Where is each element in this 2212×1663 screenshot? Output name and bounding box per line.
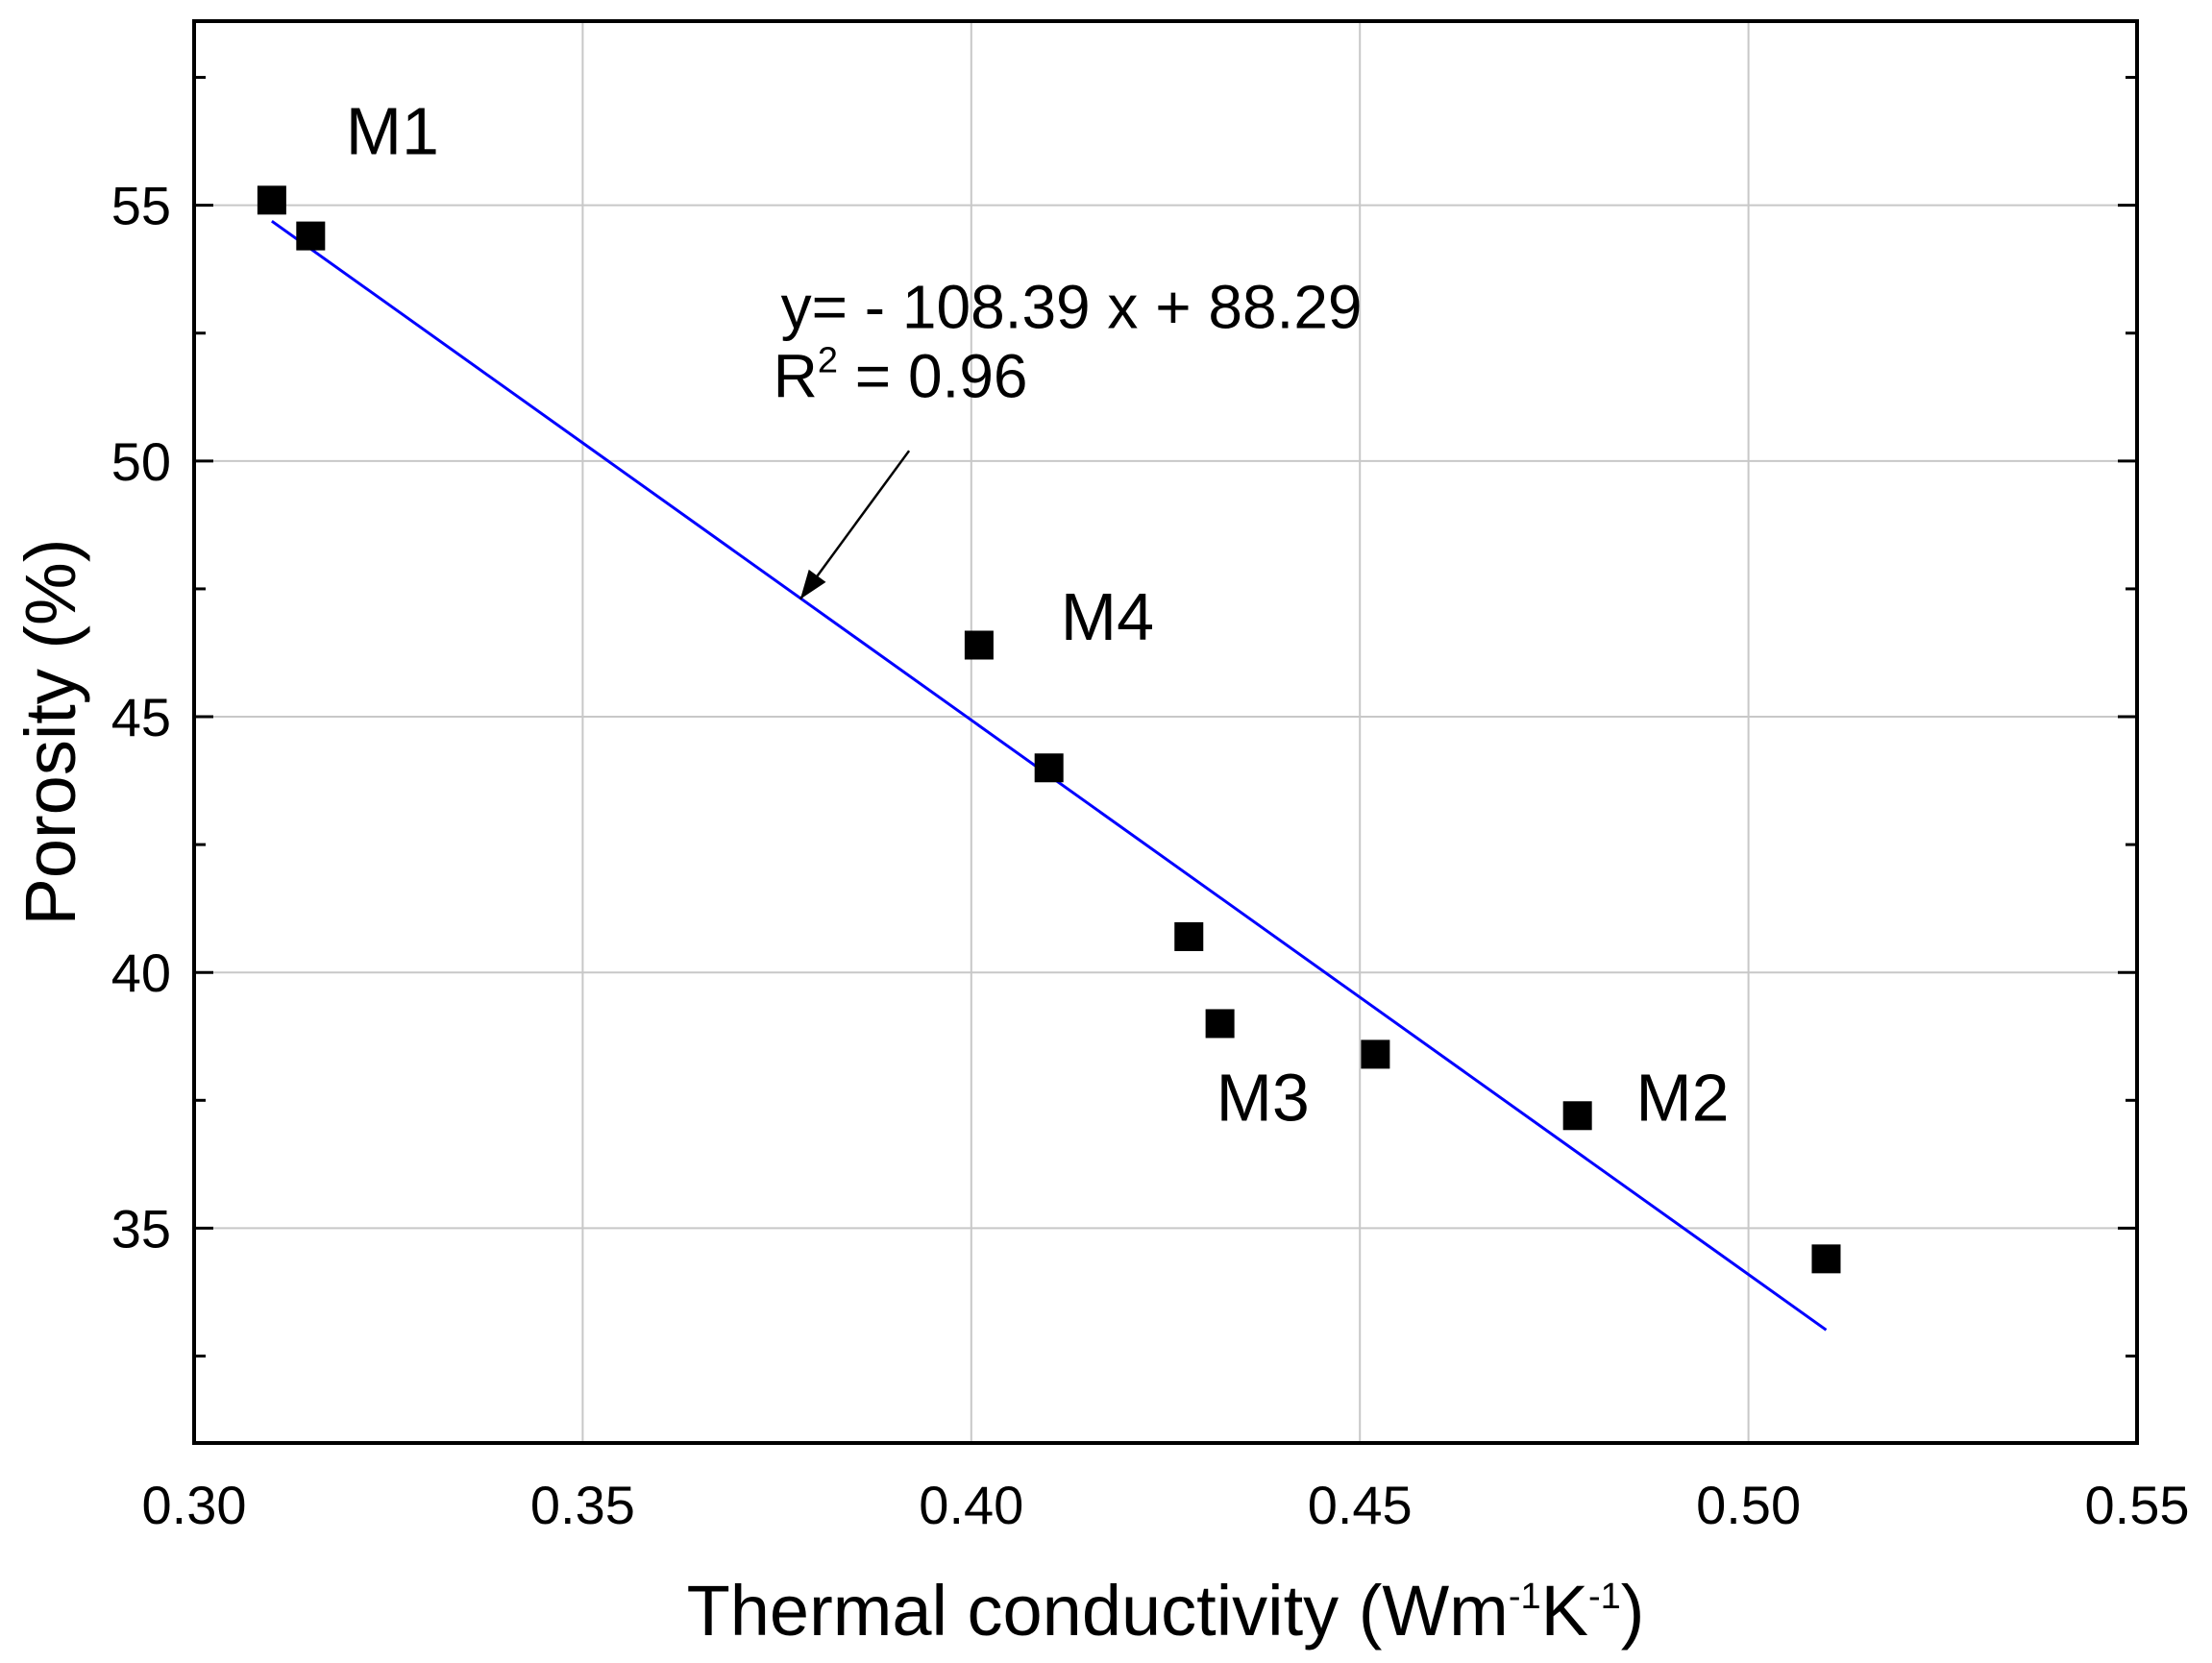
x-tick-label: 0.35 [530,1475,635,1535]
data-point [1034,753,1064,783]
x-tick-label: 0.50 [1696,1475,1801,1535]
x-tick-label: 0.30 [142,1475,247,1535]
y-tick-label: 40 [111,942,171,1003]
x-tick-label: 0.45 [1308,1475,1413,1535]
data-point [964,630,994,660]
y-tick-label: 45 [111,687,171,747]
y-tick-labels: 35 40 45 50 55 [111,176,171,1259]
y-tick-label: 35 [111,1198,171,1259]
regression-equation: y= - 108.39 x + 88.29 [781,272,1363,341]
point-label: M4 [1061,579,1154,654]
x-tick-labels: 0.30 0.35 0.40 0.45 0.50 0.55 [142,1475,2190,1535]
r-squared-label: R2 = 0.96 [774,340,1028,410]
point-label: M3 [1217,1061,1310,1136]
data-point [1174,921,1204,951]
annotation-arrow-head [799,569,826,599]
data-point [296,221,326,251]
y-tick-label: 50 [111,431,171,492]
x-tick-label: 0.55 [2085,1475,2190,1535]
annotation-arrow-line [799,450,911,600]
y-axis-title: Porosity (%) [11,539,90,926]
y-tick-label: 55 [111,176,171,236]
plot-frame [192,19,2139,1445]
grid-lines [194,21,2137,1443]
x-tick-label: 0.40 [919,1475,1023,1535]
data-point [1205,1009,1235,1039]
data-point [257,185,286,215]
x-axis-title: Thermal conductivity (Wm-1K-1) [687,1571,1645,1651]
point-labels: M1 M4 M3 M2 [346,93,1730,1135]
data-point [1811,1244,1841,1274]
data-point [1361,1039,1390,1069]
point-label: M1 [346,93,439,168]
data-point [1562,1101,1592,1131]
point-label: M2 [1635,1061,1729,1136]
data-points [257,185,1841,1274]
